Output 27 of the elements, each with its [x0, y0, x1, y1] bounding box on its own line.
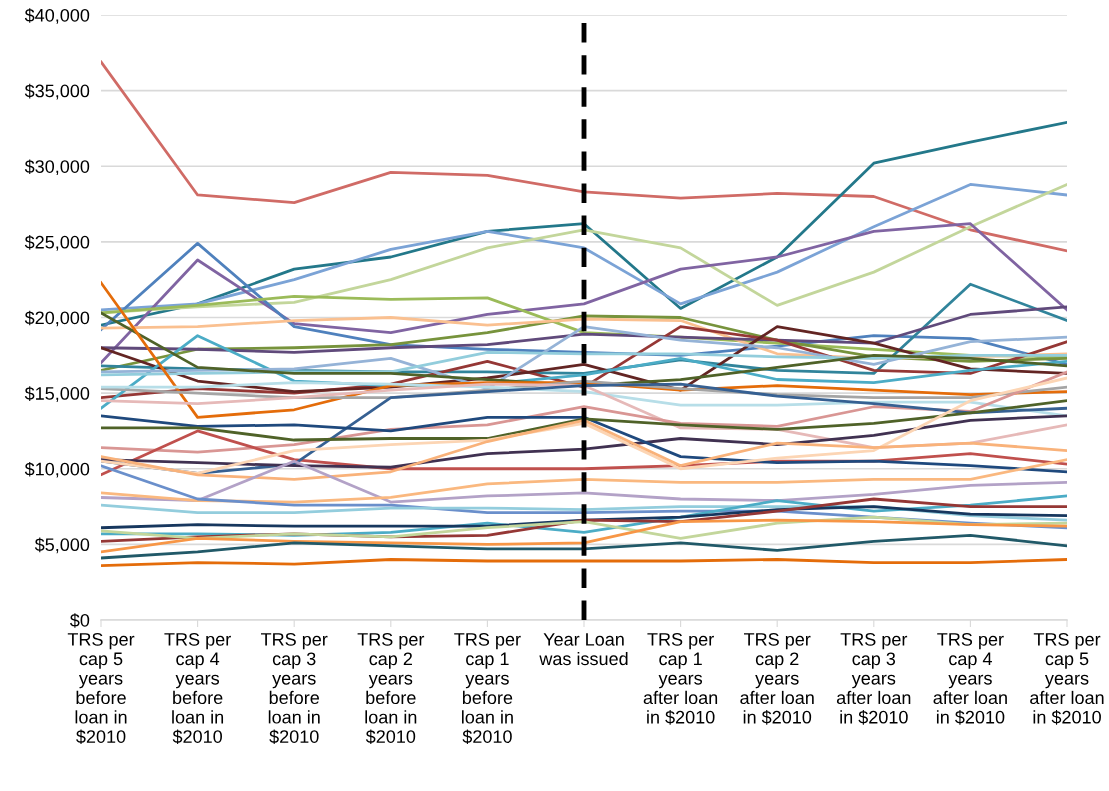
line-series: [101, 533, 1067, 560]
x-tick-label: TRS per cap 1 years before loan in $2010: [454, 632, 521, 745]
line-series: [101, 418, 1067, 481]
line-series: [101, 399, 1067, 442]
line-series: [101, 558, 1067, 567]
y-tick-label: $30,000: [24, 159, 90, 176]
y-tick-label: $20,000: [24, 310, 90, 327]
x-tick-label: TRS per cap 5 years after loan in $2010: [1030, 632, 1104, 725]
y-tick-label: $35,000: [24, 83, 90, 100]
y-tick-label: $25,000: [24, 235, 90, 251]
y-tick-label: $40,000: [24, 8, 90, 24]
line-series: [101, 518, 1067, 554]
x-tick-label: TRS per cap 4 years before loan in $2010: [164, 632, 231, 745]
y-tick-label: $15,000: [24, 386, 90, 402]
line-series: [101, 305, 1067, 354]
y-tick-label: $5,000: [34, 537, 90, 554]
x-tick-label: TRS per cap 4 years after loan in $2010: [933, 632, 1007, 725]
x-tick-label: TRS per cap 3 years before loan in $2010: [261, 632, 328, 745]
line-series: [101, 60, 1067, 253]
y-tick-label: $10,000: [24, 461, 90, 478]
x-tick-label: TRS per cap 5 years before loan in $2010: [67, 632, 135, 745]
x-tick-label: Year Loan was issued: [539, 633, 628, 666]
x-tick-label: TRS per cap 1 years after loan in $2010: [643, 632, 718, 725]
y-tick-label: $0: [70, 613, 90, 628]
x-tick-label: TRS per cap 3 years after loan in $2010: [836, 632, 911, 725]
x-tick-label: TRS per cap 2 years after loan in $2010: [740, 632, 814, 725]
x-tick-label: TRS per cap 2 years before loan in $2010: [357, 632, 425, 745]
